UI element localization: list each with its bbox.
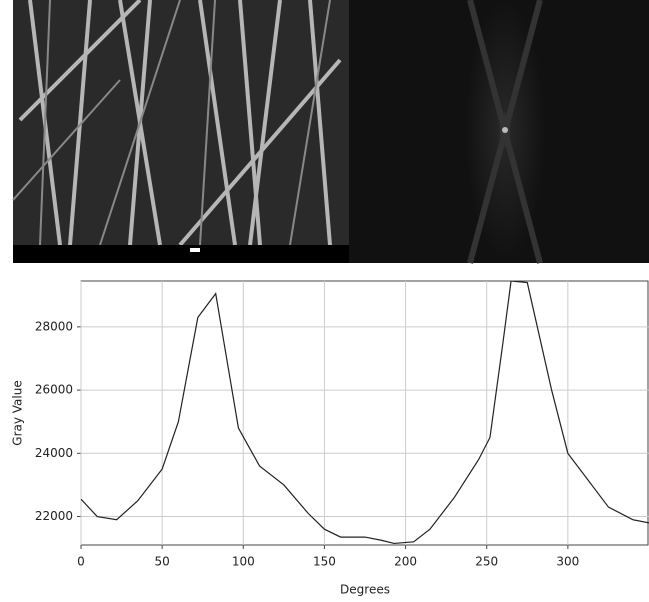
x-tick-label: 300 <box>556 555 579 569</box>
x-tick-label: 250 <box>475 555 498 569</box>
x-tick-label: 0 <box>77 555 85 569</box>
y-tick-label: 24000 <box>35 446 73 460</box>
x-tick-label: 50 <box>155 555 170 569</box>
plot-frame <box>80 280 649 546</box>
sem-image <box>12 0 349 263</box>
x-tick-label: 150 <box>313 555 336 569</box>
x-tick-label: 100 <box>232 555 255 569</box>
x-axis-label: Degrees <box>340 583 390 597</box>
y-tick-label: 22000 <box>35 509 73 523</box>
fft-image <box>349 0 649 264</box>
plot-area <box>80 280 649 546</box>
x-tick-label: 200 <box>394 555 417 569</box>
data-line <box>81 281 649 545</box>
y-tick-label: 28000 <box>35 319 73 333</box>
y-axis-label: Gray Value <box>11 380 25 445</box>
y-tick-label: 26000 <box>35 383 73 397</box>
